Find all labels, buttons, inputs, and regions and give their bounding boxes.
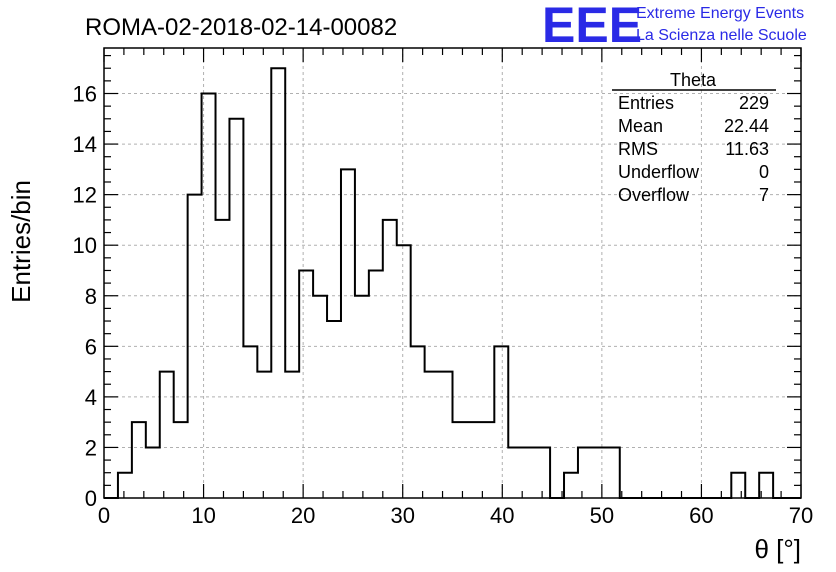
histogram-bin xyxy=(160,372,174,498)
x-tick-label: 20 xyxy=(291,503,315,528)
y-tick-label: 14 xyxy=(73,132,97,157)
y-tick-label: 16 xyxy=(73,82,97,107)
x-tick-label: 0 xyxy=(98,503,110,528)
y-tick-label: 6 xyxy=(85,334,97,359)
stats-value-mean: 22.44 xyxy=(724,116,769,136)
x-tick-label: 30 xyxy=(390,503,414,528)
brand-line-2: La Scienza nelle Scuole xyxy=(636,27,807,44)
y-tick-labels: 0 2 4 6 8 10 12 14 16 xyxy=(73,82,97,511)
y-tick-label: 8 xyxy=(85,284,97,309)
histogram-bin xyxy=(425,372,439,498)
histogram-bin xyxy=(132,422,146,498)
x-tick-label: 70 xyxy=(789,503,813,528)
stats-label-overflow: Overflow xyxy=(618,185,690,205)
histogram-bin xyxy=(606,447,620,498)
stats-box-title: Theta xyxy=(670,70,717,90)
x-tick-label: 40 xyxy=(490,503,514,528)
histogram-bin xyxy=(229,119,243,498)
histogram-bin xyxy=(466,422,480,498)
axis-ticks xyxy=(103,48,802,499)
grid xyxy=(104,48,801,498)
histogram-outline xyxy=(104,67,801,499)
stats-value-rms: 11.63 xyxy=(725,139,769,159)
y-tick-label: 0 xyxy=(85,486,97,511)
histogram-bin xyxy=(118,473,132,498)
histogram-bin xyxy=(536,447,550,498)
histogram-bin xyxy=(216,220,230,498)
stats-box: Theta Entries 229 Mean 22.44 RMS 11.63 U… xyxy=(612,70,776,205)
histogram-bin xyxy=(243,346,257,498)
stats-label-entries: Entries xyxy=(618,93,674,113)
y-axis-title: Entries/bin xyxy=(6,180,36,303)
histogram-bin xyxy=(522,447,536,498)
x-tick-label: 50 xyxy=(590,503,614,528)
histogram-bin xyxy=(257,372,271,498)
y-tick-label: 4 xyxy=(85,385,97,410)
x-tick-label: 10 xyxy=(191,503,215,528)
stats-label-rms: RMS xyxy=(618,139,658,159)
brand-logo: EEE xyxy=(542,0,642,53)
stats-label-mean: Mean xyxy=(618,116,663,136)
histogram-bin xyxy=(327,321,341,498)
chart-title: ROMA-02-2018-02-14-00082 xyxy=(85,14,397,41)
histogram-bin xyxy=(383,220,397,498)
plot-frame xyxy=(103,47,802,499)
stats-value-overflow: 7 xyxy=(759,185,769,205)
histogram-bin xyxy=(439,372,453,498)
histogram-bin xyxy=(271,68,285,498)
stats-value-entries: 229 xyxy=(739,93,769,113)
histogram-bin xyxy=(411,346,425,498)
x-tick-labels: 0 10 20 30 40 50 60 70 xyxy=(98,503,813,528)
y-tick-label: 12 xyxy=(73,183,97,208)
histogram-bin xyxy=(146,447,160,498)
histogram-bin xyxy=(508,447,522,498)
brand-line-1: Extreme Energy Events xyxy=(636,5,804,22)
histogram-bin xyxy=(731,473,745,498)
histogram-bin xyxy=(494,346,508,498)
histogram-bin xyxy=(299,270,313,498)
histogram-bin xyxy=(369,270,383,498)
histogram-bin xyxy=(285,372,299,498)
y-tick-label: 10 xyxy=(73,233,97,258)
x-axis-title: θ [°] xyxy=(754,534,801,564)
histogram-bin xyxy=(341,169,355,498)
y-tick-label: 2 xyxy=(85,435,97,460)
histogram-bin xyxy=(453,422,467,498)
histogram-bin xyxy=(564,473,578,498)
stats-label-underflow: Underflow xyxy=(618,162,700,182)
stats-value-underflow: 0 xyxy=(759,162,769,182)
histogram-bin xyxy=(397,245,411,498)
histogram-bars xyxy=(104,67,801,499)
histogram-bin xyxy=(174,422,188,498)
x-tick-label: 60 xyxy=(689,503,713,528)
histogram-bin xyxy=(592,447,606,498)
histogram-bin xyxy=(480,422,494,498)
histogram-bin xyxy=(578,447,592,498)
